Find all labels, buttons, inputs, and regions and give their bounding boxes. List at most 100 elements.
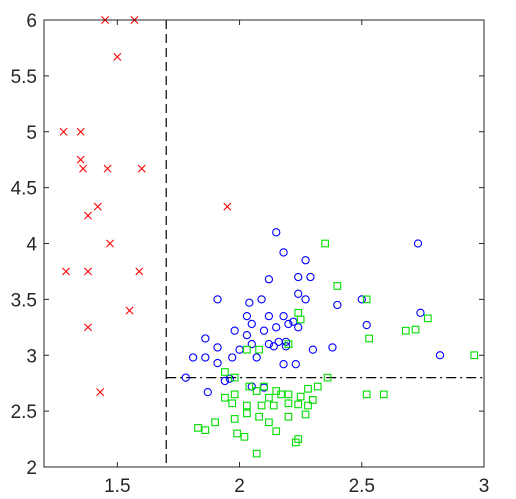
green-square-marker xyxy=(222,394,229,401)
green-square-marker xyxy=(363,391,370,398)
green-square-marker xyxy=(273,428,280,435)
blue-circle-marker xyxy=(248,320,255,327)
red-x-marker xyxy=(80,165,87,172)
y-tick-label: 2.5 xyxy=(11,402,37,423)
blue-circle-marker xyxy=(246,299,253,306)
green-square-marker xyxy=(234,430,241,437)
red-x-marker xyxy=(94,203,101,210)
green-square-marker xyxy=(222,369,229,376)
blue-circle-marker xyxy=(243,313,250,320)
green-square-marker xyxy=(285,413,292,420)
blue-circle-marker xyxy=(214,296,221,303)
green-square-marker xyxy=(334,283,341,290)
tick-labels: 1.5 2 2.5 322.533.544.555.56 xyxy=(11,11,490,497)
y-tick-label: 4 xyxy=(26,235,37,256)
red-x-marker xyxy=(77,128,84,135)
blue-circle-marker xyxy=(265,313,272,320)
y-tick-label: 2 xyxy=(26,458,37,479)
green-square-marker xyxy=(402,327,409,334)
blue-circle-marker xyxy=(302,296,309,303)
blue-circle-marker xyxy=(202,335,209,342)
blue-circle-marker xyxy=(243,332,250,339)
green-square-marker xyxy=(195,425,202,432)
green-square-marker xyxy=(412,326,419,333)
green-square-marker xyxy=(297,316,304,323)
red-x-marker xyxy=(224,203,231,210)
blue-circle-marker xyxy=(229,354,236,361)
blue-circle-marker xyxy=(231,327,238,334)
blue-circle-marker xyxy=(190,354,197,361)
blue-circle-marker xyxy=(260,327,267,334)
blue-circle-marker xyxy=(280,313,287,320)
blue-circle-marker xyxy=(363,321,370,328)
green-square-marker xyxy=(295,401,302,408)
blue-circle-marker xyxy=(295,290,302,297)
x-tick-label: 3 xyxy=(479,476,490,497)
data-points xyxy=(60,16,478,456)
blue-circle-marker xyxy=(236,346,243,353)
blue-circle-marker xyxy=(334,301,341,308)
red-x-marker xyxy=(77,156,84,163)
red-x-marker xyxy=(84,268,91,275)
green-square-marker xyxy=(244,410,251,417)
y-tick-label: 5.5 xyxy=(11,67,37,88)
green-square-marker xyxy=(285,400,292,407)
blue-circle-marker xyxy=(280,249,287,256)
blue-circle-marker xyxy=(265,276,272,283)
x-tick-label: 1.5 xyxy=(104,476,130,497)
blue-circle-marker xyxy=(282,338,289,345)
green-square-marker xyxy=(266,394,273,401)
blue-circle-marker xyxy=(273,229,280,236)
blue-circle-marker xyxy=(414,240,421,247)
green-square-marker xyxy=(302,411,309,418)
red-x-marker xyxy=(84,324,91,331)
y-tick-label: 3 xyxy=(26,346,37,367)
red-x-marker xyxy=(84,212,91,219)
green-square-marker xyxy=(471,352,478,359)
green-square-marker xyxy=(241,434,248,441)
green-square-marker xyxy=(305,385,312,392)
red-x-marker xyxy=(114,53,121,60)
blue-circle-marker xyxy=(248,383,255,390)
green-square-marker xyxy=(285,391,292,398)
green-square-marker xyxy=(295,309,302,316)
red-x-marker xyxy=(138,165,145,172)
red-x-marker xyxy=(104,165,111,172)
y-tick-label: 5 xyxy=(26,123,37,144)
green-square-marker xyxy=(202,427,209,434)
blue-circle-marker xyxy=(302,257,309,264)
blue-circle-marker xyxy=(358,296,365,303)
blue-circle-marker xyxy=(436,352,443,359)
blue-circle-marker xyxy=(280,361,287,368)
y-tick-label: 4.5 xyxy=(11,179,37,200)
x-tick-label: 2 xyxy=(234,476,245,497)
blue-circle-marker xyxy=(202,354,209,361)
red-x-marker xyxy=(126,307,133,314)
red-x-marker xyxy=(136,268,143,275)
green-square-marker xyxy=(253,450,260,457)
green-square-marker xyxy=(380,391,387,398)
blue-circle-marker xyxy=(273,324,280,331)
green-square-marker xyxy=(212,419,219,426)
blue-circle-marker xyxy=(214,344,221,351)
blue-circle-marker xyxy=(307,273,314,280)
blue-circle-marker xyxy=(204,389,211,396)
green-square-marker xyxy=(314,383,321,390)
green-square-marker xyxy=(424,315,431,322)
reference-lines xyxy=(166,20,484,467)
green-square-marker xyxy=(366,335,373,342)
green-square-marker xyxy=(266,419,273,426)
green-square-marker xyxy=(256,346,263,353)
green-square-marker xyxy=(258,402,265,409)
blue-circle-marker xyxy=(417,309,424,316)
y-tick-label: 6 xyxy=(26,11,37,32)
y-tick-label: 3.5 xyxy=(11,290,37,311)
green-square-marker xyxy=(256,413,263,420)
red-x-marker xyxy=(60,128,67,135)
green-square-marker xyxy=(297,393,304,400)
green-square-marker xyxy=(322,240,329,247)
red-x-marker xyxy=(106,240,113,247)
blue-circle-marker xyxy=(329,344,336,351)
blue-circle-marker xyxy=(292,361,299,368)
blue-circle-marker xyxy=(214,359,221,366)
